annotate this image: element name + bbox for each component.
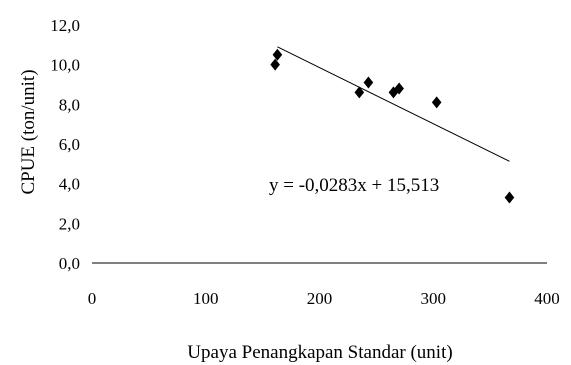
x-axis-title: Upaya Penangkapan Standar (unit) bbox=[187, 342, 452, 363]
y-axis-title: CPUE (ton/unit) bbox=[18, 69, 39, 194]
x-tick-label: 200 bbox=[307, 289, 333, 308]
data-points bbox=[270, 48, 515, 204]
data-point-diamond bbox=[431, 96, 442, 109]
trendline-equation: y = -0,0283x + 15,513 bbox=[269, 175, 439, 196]
x-tick-label: 100 bbox=[193, 289, 219, 308]
y-tick-label: 2,0 bbox=[59, 214, 80, 233]
y-axis-ticks: 0,0 2,0 4,0 6,0 8,0 10,0 12,0 bbox=[50, 16, 80, 273]
y-tick-label: 12,0 bbox=[50, 16, 80, 35]
data-point-diamond bbox=[354, 86, 365, 99]
data-point-diamond bbox=[394, 82, 404, 95]
y-tick-label: 10,0 bbox=[50, 56, 80, 75]
x-axis-ticks: 0 100 200 300 400 bbox=[88, 289, 560, 308]
y-tick-label: 6,0 bbox=[59, 135, 80, 154]
x-tick-label: 400 bbox=[534, 289, 560, 308]
trendline bbox=[277, 46, 510, 162]
x-tick-label: 0 bbox=[88, 289, 97, 308]
data-point-diamond bbox=[270, 58, 280, 71]
data-point-diamond bbox=[272, 48, 283, 61]
y-tick-label: 8,0 bbox=[59, 95, 80, 114]
y-tick-label: 0,0 bbox=[59, 254, 80, 273]
y-tick-label: 4,0 bbox=[59, 175, 80, 194]
data-point-diamond bbox=[363, 76, 374, 89]
x-tick-label: 300 bbox=[421, 289, 447, 308]
data-point-diamond bbox=[504, 191, 515, 204]
